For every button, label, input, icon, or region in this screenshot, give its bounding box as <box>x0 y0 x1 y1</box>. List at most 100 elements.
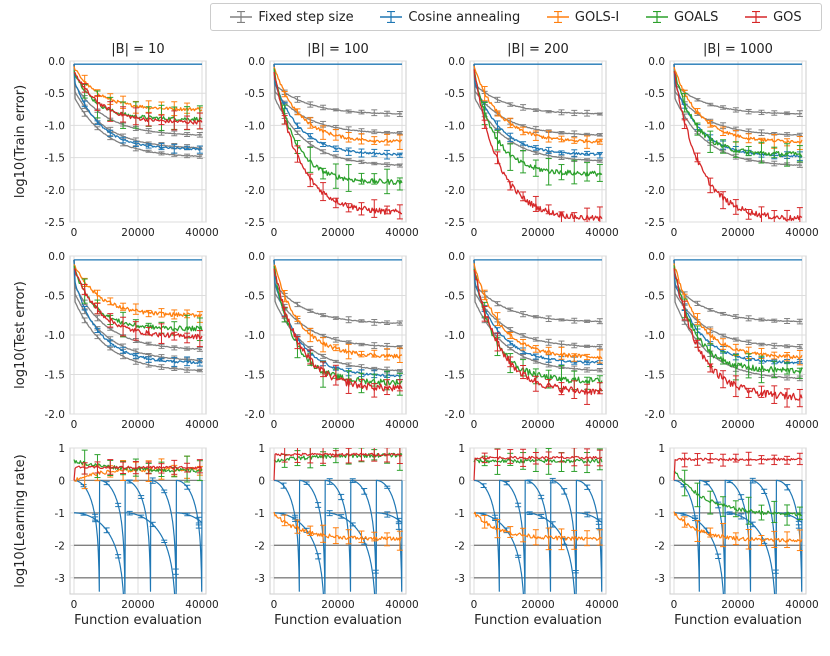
series-group <box>473 259 603 405</box>
legend-label-golsi: GOLS-I <box>574 9 620 25</box>
series-cosine-line <box>673 259 803 365</box>
y-tick-label: -1 <box>55 508 65 520</box>
y-tick-label: -0.5 <box>645 88 666 100</box>
panel-r1-c1: 0.0 -0.5 -1.0 -1.5 -2.0 0 20000 40000 <box>245 251 419 431</box>
x-tick-label: 20000 <box>521 227 554 239</box>
panel-r2-c1: 1 0 -1 -2 -3 0 20000 40000 Function evaluation <box>255 443 419 628</box>
series-fixed-line <box>673 259 803 348</box>
series-group <box>673 259 803 408</box>
panel-r1-c2: 0.0 -0.5 -1.0 -1.5 -2.0 0 20000 40000 <box>445 251 619 431</box>
x-tick-label: 40000 <box>385 227 418 239</box>
series-group <box>673 451 803 594</box>
y-tick-label: -0.5 <box>45 291 66 303</box>
column-title: |B| = 1000 <box>703 42 773 57</box>
y-tick-label: -1.5 <box>45 153 66 165</box>
series-group <box>73 259 203 373</box>
panel-r2-c2: 1 0 -1 -2 -3 0 20000 40000 Function evaluation <box>455 443 619 628</box>
series-fixed-line <box>73 64 202 158</box>
x-tick-label: 20000 <box>121 599 154 611</box>
x-tick-label: 0 <box>71 419 78 431</box>
series-gos-line <box>273 71 403 215</box>
x-tick-label: 20000 <box>321 227 354 239</box>
x-tick-label: 20000 <box>721 599 754 611</box>
y-tick-label: -1.0 <box>45 330 66 342</box>
x-axis-label: Function evaluation <box>474 613 602 628</box>
series-group <box>73 63 203 159</box>
series-golsi-line <box>273 511 403 542</box>
y-tick-label: -0.5 <box>45 88 66 100</box>
y-tick-label: 0.0 <box>648 251 665 263</box>
y-tick-label: 1 <box>258 443 265 455</box>
series-goals-line <box>473 458 603 464</box>
x-tick-label: 20000 <box>521 419 554 431</box>
series-goals-line <box>673 470 803 517</box>
y-tick-label: 0.0 <box>648 56 665 68</box>
series-gos-line <box>273 452 403 481</box>
y-tick-label: -1.0 <box>445 330 466 342</box>
column-title: |B| = 10 <box>111 42 164 57</box>
panel-r0-c2: 0.0 -0.5 -1.0 -1.5 -2.0 -2.5 0 20000 40000 |B| = … <box>445 42 619 239</box>
y-tick-label: -1.5 <box>45 370 66 382</box>
series-goals-line <box>273 265 403 387</box>
series-gos-line <box>473 455 603 481</box>
series-golsi-line <box>273 66 403 143</box>
series-group <box>673 63 803 222</box>
y-tick-label: -3 <box>455 573 465 585</box>
series-golsi-line <box>473 511 603 541</box>
y-tick-label: -0.5 <box>445 291 466 303</box>
legend-label-goals: GOALS <box>673 9 719 25</box>
x-axis-label: Function evaluation <box>74 613 202 628</box>
legend-swatch-fixed <box>230 11 253 23</box>
y-axis-label: log10(Test error) <box>13 281 28 389</box>
series-gos-line <box>473 269 603 396</box>
y-tick-label: -2.0 <box>645 185 666 197</box>
x-tick-label: 0 <box>71 599 78 611</box>
series-gos-line <box>473 69 603 222</box>
x-tick-label: 0 <box>471 419 478 431</box>
legend-label-cosine: Cosine annealing <box>408 9 521 25</box>
series-golsi-line <box>273 264 403 359</box>
column-title: |B| = 100 <box>307 42 369 57</box>
x-tick-label: 20000 <box>121 227 154 239</box>
y-tick-label: 0 <box>58 475 65 487</box>
series-cosine-line <box>473 64 603 156</box>
legend-label-gos: GOS <box>773 9 802 25</box>
y-tick-label: -1 <box>655 508 665 520</box>
series-fixed-line <box>273 64 403 134</box>
y-tick-label: -2 <box>55 540 65 552</box>
y-tick-label: -1.0 <box>445 120 466 132</box>
series-golsi-line <box>473 263 603 360</box>
legend-item-golsi: GOLS-I <box>546 9 620 25</box>
y-tick-label: -2.0 <box>45 185 66 197</box>
y-tick-label: 1 <box>458 443 465 455</box>
panel-r2-c3: 1 0 -1 -2 -3 0 20000 40000 Function evaluation <box>655 443 819 628</box>
series-group <box>473 63 603 222</box>
y-tick-label: 0.0 <box>448 251 465 263</box>
y-tick-label: 0 <box>658 475 665 487</box>
series-cosine-line <box>73 259 203 365</box>
panel-r0-c0: 0.0 -0.5 -1.0 -1.5 -2.0 -2.5 0 20000 40000 |B| = … <box>13 42 219 239</box>
y-tick-label: 0.0 <box>248 251 265 263</box>
legend-swatch-goals <box>645 11 668 23</box>
x-tick-label: 40000 <box>385 599 418 611</box>
series-goals-line <box>673 265 803 374</box>
series-golsi-line <box>673 511 803 543</box>
legend-swatch-cosine <box>380 11 403 23</box>
x-tick-label: 20000 <box>321 599 354 611</box>
series-gos-line <box>73 465 203 481</box>
y-tick-label: -2 <box>455 540 465 552</box>
series-goals-line <box>273 68 403 185</box>
x-tick-label: 20000 <box>721 227 754 239</box>
y-tick-label: -1.5 <box>645 153 666 165</box>
y-tick-label: -0.5 <box>245 291 266 303</box>
x-tick-label: 20000 <box>721 419 754 431</box>
y-tick-label: 0 <box>258 475 265 487</box>
y-axis-label: log10(Learning rate) <box>13 454 28 587</box>
series-group <box>273 259 403 398</box>
y-tick-label: -0.5 <box>645 291 666 303</box>
x-tick-label: 40000 <box>385 419 418 431</box>
series-goals-line <box>673 70 803 158</box>
y-tick-label: -1.5 <box>445 153 466 165</box>
series-goals-line <box>73 459 203 473</box>
